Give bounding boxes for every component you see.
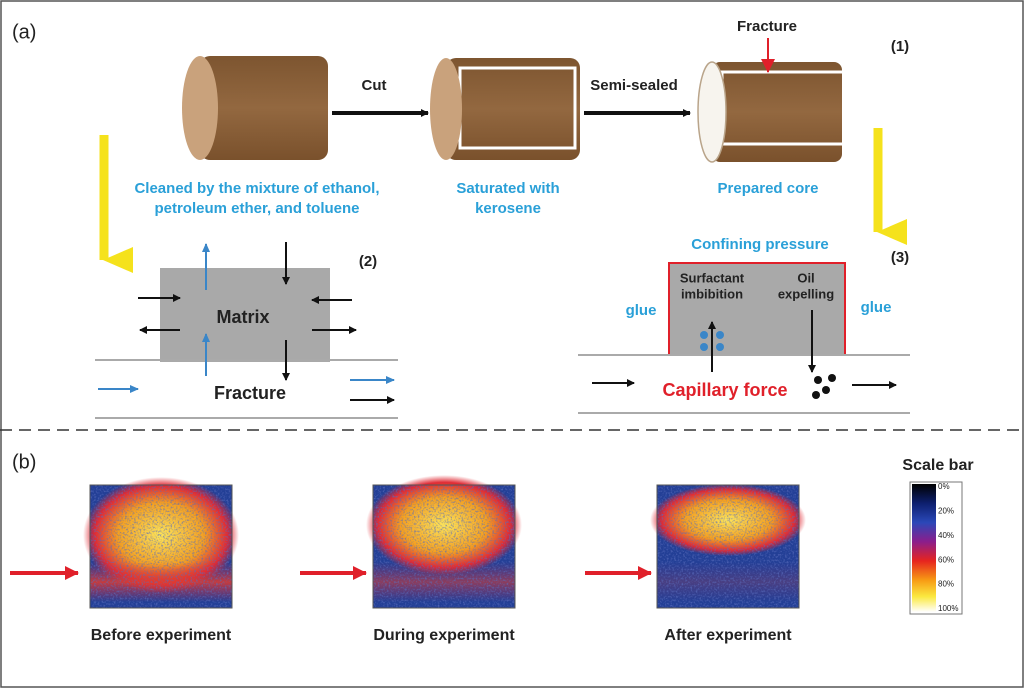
- shape: [716, 343, 724, 351]
- scale-tick-label: 60%: [938, 555, 954, 564]
- step-note: Cleaned by the mixture of ethanol,: [134, 180, 379, 197]
- step-note: petroleum ether, and toluene: [154, 200, 359, 217]
- shape: [812, 391, 820, 399]
- process-label: Surfactant: [680, 270, 745, 285]
- shape: [182, 56, 218, 160]
- step-note: Confining pressure: [691, 236, 829, 253]
- scale-tick-label: 40%: [938, 531, 954, 540]
- core-block: [669, 263, 845, 355]
- flow-arrows: [98, 242, 395, 404]
- noise: [373, 485, 515, 608]
- scale-title: Scale bar: [902, 457, 973, 474]
- panel-label: (b): [12, 451, 36, 473]
- scale-gradient: [912, 484, 936, 612]
- shape: [700, 343, 708, 351]
- noise: [90, 485, 232, 608]
- force-label: Capillary force: [662, 380, 787, 400]
- scale-ticks: 0% 20% 40% 60% 80% 100%: [938, 482, 958, 613]
- scale-tick-label: 20%: [938, 507, 954, 516]
- scale-tick-label: 0%: [938, 482, 950, 491]
- image-border: [89, 484, 233, 609]
- nmr-images: Before experiment During experiment After …: [10, 475, 806, 644]
- glue-label: glue: [861, 299, 892, 316]
- core-3: [697, 61, 849, 163]
- glue-label: glue: [626, 302, 657, 319]
- caption: Before experiment: [91, 627, 232, 644]
- panel-label: (a): [12, 21, 36, 43]
- step-text: Semi-sealed: [590, 77, 678, 94]
- caption: After experiment: [664, 627, 792, 644]
- shape: [716, 331, 724, 339]
- matrix-label: Matrix: [216, 307, 269, 327]
- shape: [814, 376, 822, 384]
- image-border: [656, 484, 800, 609]
- nmr-image: During experiment: [300, 475, 522, 644]
- shape: [446, 58, 580, 160]
- step-text: Cut: [362, 77, 387, 94]
- noise: [657, 485, 799, 608]
- nmr-image: After experiment: [585, 484, 806, 644]
- step-note: Saturated with: [456, 180, 559, 197]
- process-label: expelling: [778, 286, 834, 301]
- core-1: [182, 56, 328, 160]
- step-note: kerosene: [475, 200, 541, 217]
- scale-tick-label: 100%: [938, 604, 958, 613]
- image-border: [372, 484, 516, 609]
- core-2: [430, 58, 580, 160]
- step-label: (3): [891, 249, 909, 266]
- matrix-block: [160, 268, 330, 362]
- fracture-label: Fracture: [214, 383, 286, 403]
- step-label: (2): [359, 253, 377, 270]
- shape: [200, 56, 328, 160]
- step-label: (1): [891, 38, 909, 55]
- shape: [430, 58, 462, 160]
- caption: During experiment: [373, 627, 515, 644]
- glue-seal: [668, 262, 846, 355]
- process-label: imbibition: [681, 286, 743, 301]
- droplets: [700, 331, 836, 399]
- process-label: Oil: [797, 270, 814, 285]
- step-text: Fracture: [737, 18, 797, 35]
- shape: [828, 374, 836, 382]
- shape: [822, 386, 830, 394]
- flow-arrows: [592, 310, 897, 389]
- shape: [700, 331, 708, 339]
- step-note: Prepared core: [718, 180, 819, 197]
- nmr-image: Before experiment: [10, 477, 239, 644]
- shape: [712, 62, 842, 162]
- shape: [697, 61, 727, 163]
- scale-tick-label: 80%: [938, 580, 954, 589]
